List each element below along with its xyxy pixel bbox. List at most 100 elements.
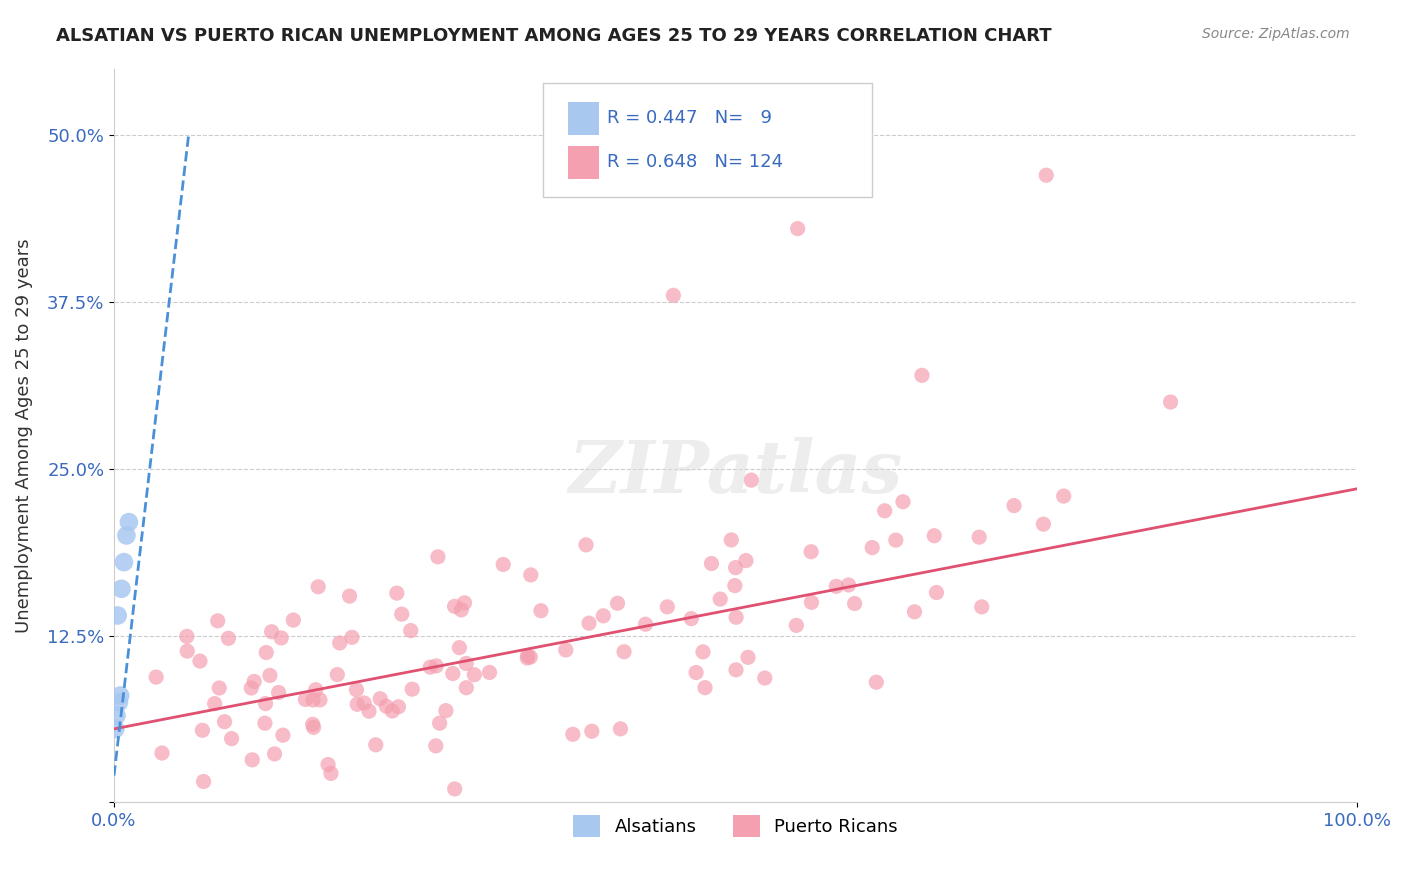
Point [786,221,808,235]
Point [112,555,135,569]
Point [207,614,229,628]
Point [307,580,329,594]
Point [176,629,198,643]
Point [301,717,323,731]
Point [735,553,758,567]
Bar [568,145,599,178]
Point [681,612,703,626]
Point [1160,395,1182,409]
Point [316,757,339,772]
Point [434,704,457,718]
Point [346,682,368,697]
Point [561,727,583,741]
Point [970,599,993,614]
Point [825,579,848,593]
Point [724,578,747,592]
Point [785,618,807,632]
Point [724,663,747,677]
Point [381,704,404,718]
Text: ZIPatlas: ZIPatlas [568,436,903,508]
Point [613,645,636,659]
Point [340,630,363,644]
Point [578,616,600,631]
Point [302,720,325,734]
Point [1002,499,1025,513]
Point [685,665,707,680]
Point [105,708,128,723]
Point [456,657,478,671]
Point [240,753,263,767]
Point [283,613,305,627]
Point [463,667,485,681]
Point [294,692,316,706]
Point [368,691,391,706]
Point [520,568,543,582]
Point [891,494,914,508]
Point [214,714,236,729]
Point [516,648,538,663]
Point [401,682,423,697]
Point [240,681,263,695]
Point [662,288,685,302]
Point [492,558,515,572]
Point [453,596,475,610]
Point [554,643,576,657]
Point [911,368,934,383]
Point [575,538,598,552]
Point [387,699,409,714]
Point [606,596,628,610]
Point [107,608,129,623]
Point [302,693,325,707]
Point [208,681,231,695]
Point [309,693,332,707]
Point [253,716,276,731]
Point [426,549,449,564]
Point [305,682,328,697]
Point [385,586,408,600]
Point [449,640,471,655]
Point [609,722,631,736]
Point [860,541,883,555]
Point [391,607,413,622]
Point [443,599,465,614]
Point [967,530,990,544]
Point [903,605,925,619]
Point [425,739,447,753]
Point [329,636,352,650]
Point [217,632,239,646]
Point [692,645,714,659]
Point [922,529,945,543]
Point [441,666,464,681]
Point [375,699,398,714]
Point [188,654,211,668]
Point [478,665,501,680]
Point [191,723,214,738]
Point [254,646,277,660]
Point [270,631,292,645]
Point [519,650,541,665]
Point [884,533,907,548]
Point [873,504,896,518]
Point [700,557,723,571]
Point [260,624,283,639]
Point [221,731,243,746]
Point [104,722,127,736]
Point [145,670,167,684]
Text: R = 0.648   N= 124: R = 0.648 N= 124 [607,153,783,170]
Y-axis label: Unemployment Among Ages 25 to 29 years: Unemployment Among Ages 25 to 29 years [15,238,32,632]
Point [800,595,823,609]
Point [259,668,281,682]
Point [1032,517,1054,532]
Point [693,681,716,695]
Point [709,592,731,607]
Point [1035,168,1057,182]
Point [865,675,887,690]
Point [108,689,131,703]
Point [516,651,538,665]
Point [419,660,441,674]
Point [193,774,215,789]
Point [754,671,776,685]
Point [326,667,349,681]
Point [118,515,141,529]
Point [357,704,380,718]
